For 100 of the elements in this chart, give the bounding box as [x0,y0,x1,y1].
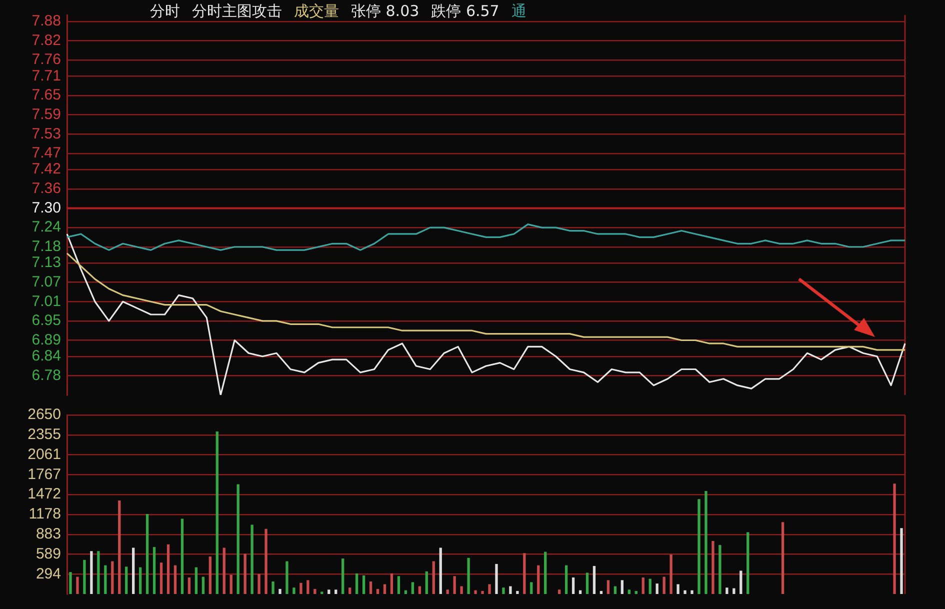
bar [746,532,750,594]
bar [530,582,533,594]
bar [390,573,394,594]
bar [572,577,575,594]
bar [460,586,463,594]
bar [614,586,617,594]
bar [222,548,226,594]
bar [425,571,428,594]
bar [342,558,344,594]
bar [230,574,232,594]
bar [628,590,630,594]
bar [111,561,114,594]
bar [118,500,121,594]
bar [383,584,386,594]
y-tick-label: 6.84 [32,347,61,364]
bar [355,573,358,594]
bar [586,572,589,594]
bar [278,588,282,594]
y-tick-label: 7.59 [32,106,61,123]
bar [662,576,666,594]
bar [474,590,477,594]
bar [495,564,498,594]
bar [216,432,218,594]
bar [704,491,708,594]
bar [690,590,694,594]
bar [76,576,79,594]
bar [160,562,163,594]
bar [432,561,435,594]
bar [718,545,722,594]
bar [453,576,456,594]
bar [740,570,742,594]
y-tick-label: 1178 [28,506,61,523]
bar [264,528,268,594]
y-tick-label: 7.18 [32,238,61,256]
y-tick-label: 2355 [28,426,61,444]
bar [292,588,296,594]
bar [328,590,330,594]
bar [236,484,240,594]
y-tick-label: 7.30 [32,199,61,216]
bar [83,560,86,594]
y-tick-label: 7.42 [32,160,61,178]
y-tick-label: 7.36 [32,180,61,198]
bar [411,582,414,594]
bar [146,514,149,594]
bar [202,576,205,594]
bar [104,565,107,594]
y-tick-label: 7.65 [32,86,61,104]
bar [300,582,302,594]
bar [900,528,903,594]
bar [558,590,561,594]
bar [509,586,512,594]
annotation: 张停 8.03 [351,2,420,20]
bar [348,588,352,594]
bar [600,590,603,594]
bar [286,561,288,594]
bar [726,588,728,594]
bar [544,552,547,594]
bar [152,547,156,594]
y-tick-label: 7.71 [32,67,61,84]
bar [446,590,449,594]
bar [258,574,260,594]
bar [620,580,624,594]
y-tick-label: 7.24 [32,218,61,236]
bar [132,548,135,594]
y-tick-label: 1767 [28,466,61,483]
bar [188,577,191,594]
bar [516,590,519,594]
bar [606,580,610,594]
bar [439,548,442,594]
bar [537,565,540,594]
bar [656,584,658,594]
bar [732,588,736,594]
y-tick-label: 6.78 [32,366,61,384]
bar [138,567,142,594]
bar [369,582,372,594]
bar [698,499,700,594]
y-tick-label: 7.76 [32,51,61,68]
bar [502,588,505,594]
bar [194,567,198,594]
bar [314,588,316,594]
bar [125,566,128,594]
y-tick-label: 883 [36,525,61,542]
bar [97,551,100,594]
y-tick-label: 7.47 [32,144,61,162]
bar [523,553,526,594]
bar [893,484,896,594]
bar [90,551,93,594]
bar [592,566,596,594]
y-tick-label: 7.13 [32,254,61,272]
y-tick-label: 589 [36,545,61,562]
y-tick-label: 294 [36,565,61,582]
annotation: 跌停 6.57 [431,2,500,20]
bar [404,590,408,594]
bar [684,590,686,594]
bar [174,565,177,594]
bar [180,518,184,594]
bar [467,558,470,594]
bar [481,590,484,594]
bar [578,590,582,594]
y-tick-label: 7.53 [32,125,61,142]
